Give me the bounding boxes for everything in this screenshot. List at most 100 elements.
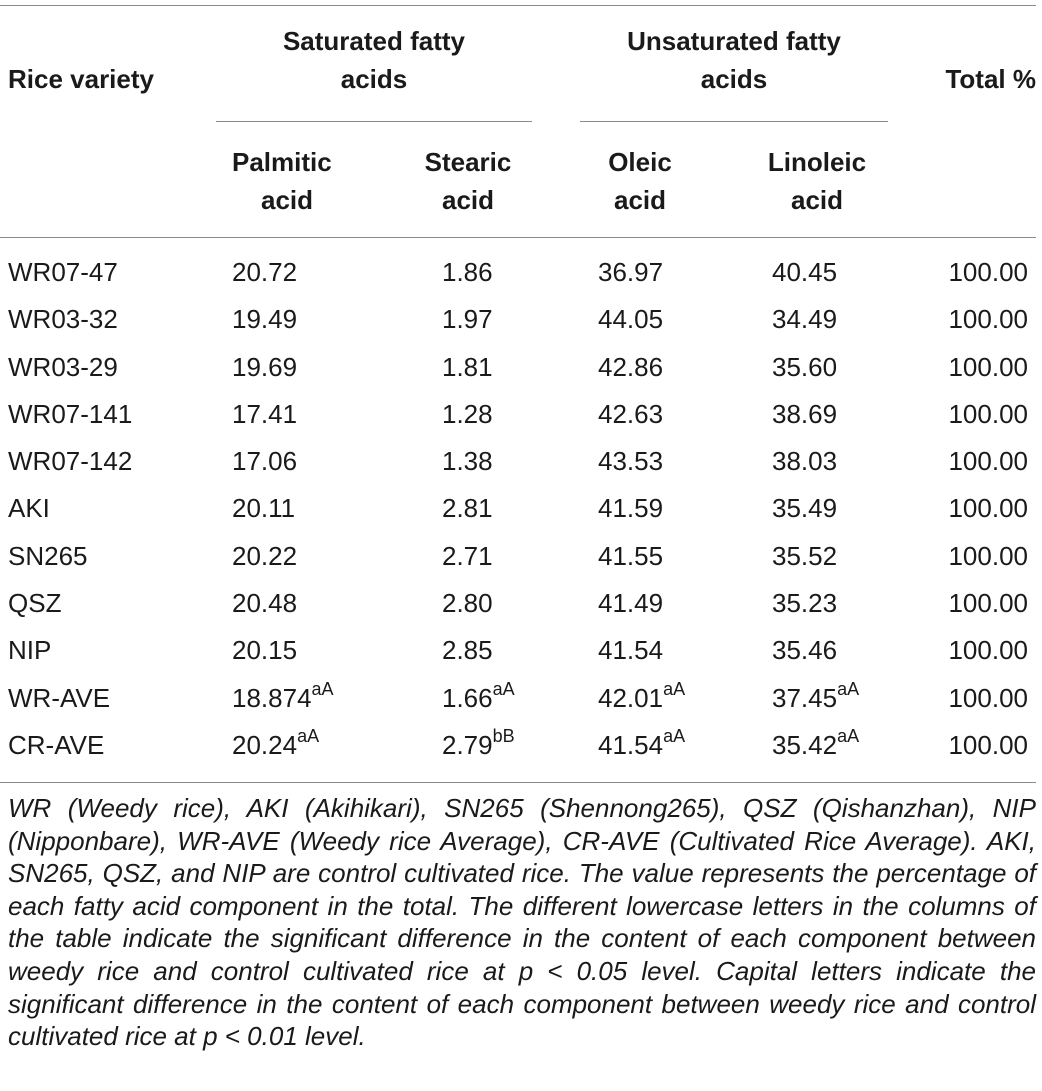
cell-palmitic-significance: aA — [297, 726, 320, 747]
cell-oleic-value: 42.63 — [598, 398, 664, 429]
table-row: WR03-32 19.49 1.97 44.05 34.49 100.00 — [0, 296, 1036, 343]
cell-variety-value: WR07-141 — [8, 398, 133, 429]
cell-stearic-value: 2.79 — [442, 729, 493, 760]
cell-linoleic-value: 35.49 — [772, 493, 838, 524]
cell-variety: WR07-47 — [8, 249, 118, 296]
cell-total: 100.00 — [948, 391, 1028, 438]
cell-linoleic: 35.60 — [772, 344, 837, 391]
cell-stearic: 1.28 — [442, 391, 493, 438]
table-row: WR03-29 19.69 1.81 42.86 35.60 100.00 — [0, 344, 1036, 391]
cell-variety: QSZ — [8, 580, 61, 627]
table-bottom-rule — [0, 782, 1036, 783]
cell-total: 100.00 — [948, 485, 1028, 532]
cell-variety-value: WR-AVE — [8, 682, 111, 713]
cell-variety: WR03-32 — [8, 296, 118, 343]
cell-palmitic: 17.06 — [232, 438, 297, 485]
header-stearic: Stearic acid — [412, 143, 524, 219]
cell-total: 100.00 — [948, 675, 1028, 722]
table-row: SN265 20.22 2.71 41.55 35.52 100.00 — [0, 533, 1036, 580]
header-palmitic-line1: Palmitic — [232, 147, 332, 177]
table-row: WR07-141 17.41 1.28 42.63 38.69 100.00 — [0, 391, 1036, 438]
cell-total-value: 100.00 — [948, 729, 1028, 760]
cell-linoleic: 35.23 — [772, 580, 837, 627]
cell-palmitic: 20.72 — [232, 249, 297, 296]
table-body: WR07-47 20.72 1.86 36.97 40.45 100.00 WR03-32 1… — [0, 249, 1036, 769]
cell-variety-value: AKI — [8, 493, 50, 524]
cell-total-value: 100.00 — [948, 493, 1028, 524]
table-footnote: WR (Weedy rice), AKI (Akihikari), SN265 … — [8, 793, 1036, 1052]
cell-linoleic: 38.69 — [772, 391, 837, 438]
cell-total-value: 100.00 — [948, 682, 1028, 713]
cell-palmitic-value: 18.874 — [232, 682, 312, 713]
cell-stearic: 1.86 — [442, 249, 493, 296]
cell-stearic: 2.71 — [442, 533, 493, 580]
cell-linoleic: 35.42aA — [772, 722, 859, 769]
cell-linoleic: 35.46 — [772, 627, 837, 674]
cell-stearic-value: 1.81 — [442, 351, 493, 382]
cell-linoleic-value: 38.03 — [772, 446, 838, 477]
header-oleic-line1: Oleic — [608, 147, 672, 177]
cell-linoleic-value: 38.69 — [772, 398, 838, 429]
header-unsaturated-line2: acids — [700, 64, 768, 94]
cell-stearic-value: 1.66 — [442, 682, 493, 713]
cell-variety-value: WR03-29 — [8, 351, 118, 382]
cell-palmitic: 19.49 — [232, 296, 297, 343]
cell-stearic-value: 1.28 — [442, 398, 493, 429]
cell-linoleic: 38.03 — [772, 438, 837, 485]
cell-palmitic-significance: aA — [311, 679, 334, 700]
cell-linoleic: 40.45 — [772, 249, 837, 296]
cell-stearic-value: 2.81 — [442, 493, 493, 524]
cell-palmitic: 20.22 — [232, 533, 297, 580]
cell-oleic-significance: aA — [663, 679, 686, 700]
header-saturated-line2: acids — [340, 64, 408, 94]
cell-palmitic-value: 20.24 — [232, 729, 298, 760]
header-oleic-line2: acid — [613, 185, 667, 215]
cell-total-value: 100.00 — [948, 588, 1028, 619]
cell-oleic-value: 36.97 — [598, 257, 664, 287]
cell-palmitic: 20.11 — [232, 485, 295, 532]
cell-linoleic: 35.49 — [772, 485, 837, 532]
cell-oleic-value: 42.86 — [598, 351, 664, 382]
cell-linoleic-value: 35.42 — [772, 729, 838, 760]
cell-palmitic: 18.874aA — [232, 675, 334, 722]
cell-variety-value: CR-AVE — [8, 729, 105, 760]
cell-palmitic-value: 17.06 — [232, 446, 298, 477]
cell-linoleic: 35.52 — [772, 533, 837, 580]
cell-variety-value: WR07-142 — [8, 446, 133, 477]
cell-oleic: 42.63 — [598, 391, 663, 438]
cell-oleic-value: 41.54 — [598, 635, 664, 666]
cell-total: 100.00 — [948, 344, 1028, 391]
cell-stearic: 1.38 — [442, 438, 493, 485]
header-saturated-line1: Saturated fatty — [282, 26, 466, 56]
cell-palmitic-value: 20.11 — [232, 493, 296, 524]
cell-stearic-value: 2.80 — [442, 588, 493, 619]
table-row: WR07-47 20.72 1.86 36.97 40.45 100.00 — [0, 249, 1036, 296]
cell-stearic: 1.66aA — [442, 675, 515, 722]
cell-palmitic: 20.48 — [232, 580, 297, 627]
cell-palmitic-value: 20.48 — [232, 588, 298, 619]
cell-palmitic: 17.41 — [232, 391, 297, 438]
cell-stearic: 1.97 — [442, 296, 493, 343]
table-row: CR-AVE 20.24aA 2.79bB 41.54aA 35.42aA 100.00 — [0, 722, 1036, 769]
cell-oleic-value: 41.55 — [598, 540, 664, 571]
cell-linoleic-significance: aA — [837, 726, 860, 747]
header-palmitic: Palmitic acid — [232, 143, 342, 219]
cell-oleic: 36.97 — [598, 249, 663, 296]
table-row: NIP 20.15 2.85 41.54 35.46 100.00 — [0, 627, 1036, 674]
cell-linoleic-value: 35.23 — [772, 588, 838, 619]
cell-palmitic: 20.15 — [232, 627, 297, 674]
cell-oleic-significance: aA — [663, 726, 686, 747]
header-bottom-rule — [0, 237, 1036, 238]
cell-stearic: 2.81 — [442, 485, 493, 532]
cell-oleic: 41.49 — [598, 580, 663, 627]
cell-oleic-value: 41.49 — [598, 588, 664, 619]
header-linoleic: Linoleic acid — [758, 143, 876, 219]
cell-variety-value: NIP — [8, 635, 52, 666]
header-total: Total % — [945, 64, 1036, 94]
cell-palmitic-value: 17.41 — [232, 398, 298, 429]
cell-stearic-significance: bB — [492, 726, 515, 747]
cell-linoleic-significance: aA — [837, 679, 860, 700]
cell-oleic: 41.54 — [598, 627, 663, 674]
unsaturated-group-rule — [580, 121, 888, 122]
